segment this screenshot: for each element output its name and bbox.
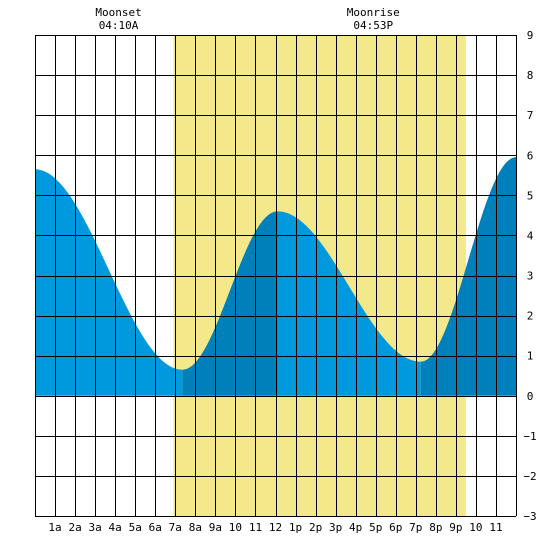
y-tick-label: 0 — [527, 390, 534, 403]
falling-tide-area — [35, 169, 183, 396]
moonset-label: Moonset — [95, 6, 141, 19]
y-tick-label: 1 — [527, 350, 534, 363]
y-tick-label: 3 — [527, 270, 534, 283]
x-tick-label: 11 — [249, 521, 262, 534]
x-tick-label: 1p — [289, 521, 302, 534]
y-tick-label: 5 — [527, 189, 534, 202]
x-tick-label: 10 — [469, 521, 482, 534]
y-tick-label: 9 — [527, 29, 534, 42]
x-tick-label: 7a — [169, 521, 182, 534]
x-tick-label: 5p — [369, 521, 382, 534]
y-tick-label: −1 — [523, 430, 536, 443]
x-tick-label: 9a — [209, 521, 222, 534]
rising-tide-area — [182, 211, 278, 396]
moonrise-label: Moonrise — [347, 6, 400, 19]
x-tick-label: 10 — [229, 521, 242, 534]
x-tick-label: 2p — [309, 521, 322, 534]
x-tick-label: 6p — [389, 521, 402, 534]
x-tick-label: 3a — [89, 521, 102, 534]
x-tick-label: 11 — [489, 521, 502, 534]
x-tick-label: 9p — [449, 521, 462, 534]
moonrise-time: 04:53P — [353, 19, 393, 32]
y-tick-label: −3 — [523, 510, 536, 523]
x-tick-label: 3p — [329, 521, 342, 534]
y-tick-label: 4 — [527, 229, 534, 242]
x-tick-label: 6a — [149, 521, 162, 534]
x-tick-label: 5a — [129, 521, 142, 534]
x-tick-label: 12 — [269, 521, 282, 534]
x-tick-label: 1a — [48, 521, 61, 534]
x-tick-label: 2a — [68, 521, 81, 534]
x-tick-label: 8p — [429, 521, 442, 534]
moonset-time: 04:10A — [99, 19, 139, 32]
x-tick-label: 4a — [109, 521, 122, 534]
x-tick-label: 4p — [349, 521, 362, 534]
y-tick-label: 7 — [527, 109, 534, 122]
x-tick-label: 8a — [189, 521, 202, 534]
y-tick-label: −2 — [523, 470, 536, 483]
falling-tide-area — [277, 211, 421, 396]
y-tick-label: 2 — [527, 310, 534, 323]
x-tick-label: 7p — [409, 521, 422, 534]
y-tick-label: 8 — [527, 69, 534, 82]
y-tick-label: 6 — [527, 149, 534, 162]
